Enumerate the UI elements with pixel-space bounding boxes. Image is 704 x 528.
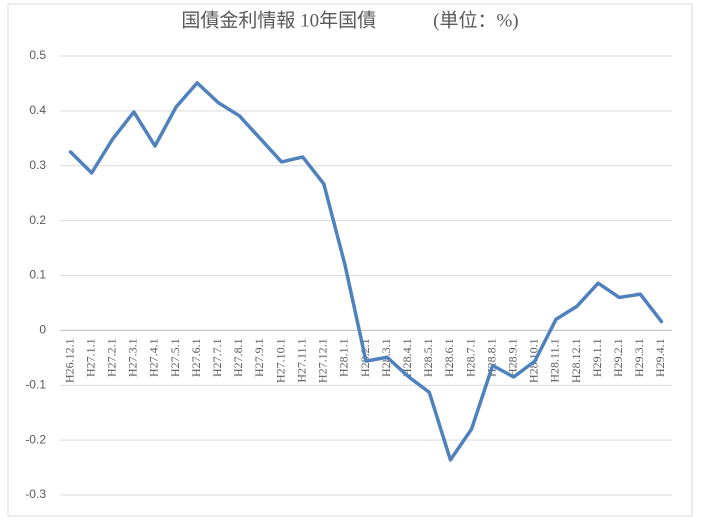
x-tick-label: H28.11.1: [548, 338, 562, 382]
x-tick-label: H27.2.1: [105, 338, 119, 377]
x-tick-label: H27.1.1: [83, 338, 97, 377]
x-tick-label: H29.4.1: [653, 338, 667, 377]
x-tick-label: H28.9.1: [505, 338, 519, 377]
chart-title: 国債金利情報 10年国債 (単位：%): [181, 9, 518, 31]
x-tick-label: H28.12.1: [569, 338, 583, 383]
x-tick-label: H27.9.1: [252, 338, 266, 377]
x-tick-label: H28.4.1: [400, 338, 414, 377]
x-tick-label: H29.3.1: [632, 338, 646, 377]
y-tick-label: 0: [39, 323, 46, 337]
y-tick-label: 0.2: [29, 213, 46, 227]
y-tick-label: 0.3: [29, 158, 46, 172]
y-tick-label: 0.5: [29, 48, 46, 62]
y-tick-label: -0.2: [25, 432, 46, 446]
x-tick-label: H28.7.1: [463, 338, 477, 377]
x-tick-label: H27.12.1: [316, 338, 330, 383]
x-tick-label: H28.6.1: [442, 338, 456, 377]
x-tick-label: H27.8.1: [231, 338, 245, 377]
chart-frame: [7, 3, 693, 517]
x-tick-label: H28.5.1: [421, 338, 435, 377]
x-tick-label: H29.2.1: [611, 338, 625, 377]
x-tick-label: H27.3.1: [126, 338, 140, 377]
x-tick-label: H27.11.1: [294, 338, 308, 382]
x-tick-label: H27.6.1: [189, 338, 203, 377]
x-tick-label: H29.1.1: [590, 338, 604, 377]
y-tick-label: -0.3: [25, 487, 46, 501]
x-tick-label: H27.7.1: [210, 338, 224, 377]
x-tick-label: H27.10.1: [273, 338, 287, 383]
data-line: [68, 81, 664, 462]
x-tick-label: H26.12.1: [62, 338, 76, 383]
y-tick-label: -0.1: [25, 377, 46, 391]
y-tick-label: 0.1: [29, 268, 46, 282]
x-tick-label: H27.5.1: [168, 338, 182, 377]
y-tick-label: 0.4: [29, 103, 46, 117]
x-tick-label: H27.4.1: [147, 338, 161, 377]
x-tick-label: H28.1.1: [337, 338, 351, 377]
